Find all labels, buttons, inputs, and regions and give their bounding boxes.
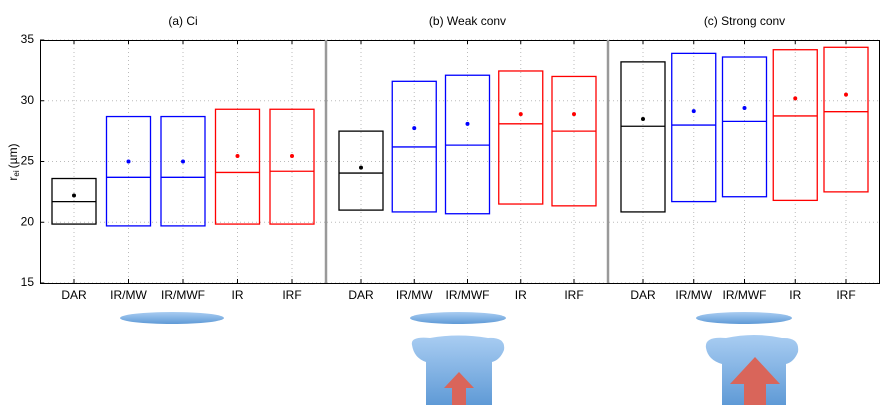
mean xyxy=(412,126,417,131)
panel-title: (a) Ci xyxy=(168,14,197,28)
box xyxy=(620,61,666,213)
box xyxy=(269,108,315,225)
mean xyxy=(72,193,76,198)
convective-cloud-icon xyxy=(411,335,799,405)
box xyxy=(551,75,597,207)
x-tick-label: DAR xyxy=(630,288,656,302)
cloud-icon xyxy=(120,312,792,324)
mean xyxy=(465,121,470,126)
box xyxy=(772,49,818,202)
mean xyxy=(518,112,523,117)
mean xyxy=(641,116,645,121)
box xyxy=(671,52,717,203)
mean xyxy=(359,165,363,170)
box xyxy=(721,56,768,198)
mean xyxy=(844,92,848,97)
box xyxy=(105,115,152,227)
mean xyxy=(742,106,747,111)
mean xyxy=(691,109,696,114)
x-tick-label: IR/MW xyxy=(675,288,712,302)
y-tick-label: 25 xyxy=(21,154,35,168)
x-tick-label: DAR xyxy=(348,288,374,302)
mean xyxy=(235,154,240,159)
mean xyxy=(181,159,185,164)
x-tick-label: IR/MW xyxy=(110,288,147,302)
plot-area: DAR IR/MW IR/MWF IR IRF DAR IR/MW IR/MWF IR IRF DA… xyxy=(40,39,880,302)
box xyxy=(823,46,869,193)
mean xyxy=(572,112,576,117)
y-tick-label: 30 xyxy=(21,93,35,107)
mean xyxy=(793,96,798,101)
y-tick-label: 20 xyxy=(21,214,35,228)
mean xyxy=(126,159,131,164)
x-tick-label: IRF xyxy=(564,288,583,302)
box xyxy=(338,130,384,211)
x-tick-label: IR/MW xyxy=(396,288,433,302)
axes-frame xyxy=(40,40,880,284)
panel-title: (c) Strong conv xyxy=(704,14,785,28)
x-tick-label: IR xyxy=(232,288,244,302)
box xyxy=(214,108,261,225)
mean xyxy=(290,154,294,159)
box xyxy=(160,115,206,227)
box xyxy=(498,70,544,205)
x-tick-label: IR xyxy=(515,288,527,302)
x-tick-label: IR/MWF xyxy=(446,288,490,302)
x-tick-label: IRF xyxy=(282,288,301,302)
y-tick-label: 15 xyxy=(21,275,35,289)
x-tick-label: IRF xyxy=(836,288,855,302)
x-tick-label: IR/MWF xyxy=(161,288,205,302)
y-axis-label: rei(µm) xyxy=(6,143,21,180)
x-tick-label: DAR xyxy=(61,288,87,302)
x-tick-label: IR xyxy=(789,288,801,302)
x-tick-label: IR/MWF xyxy=(723,288,767,302)
y-tick-label: 35 xyxy=(21,32,35,46)
panel-title: (b) Weak conv xyxy=(429,14,506,28)
